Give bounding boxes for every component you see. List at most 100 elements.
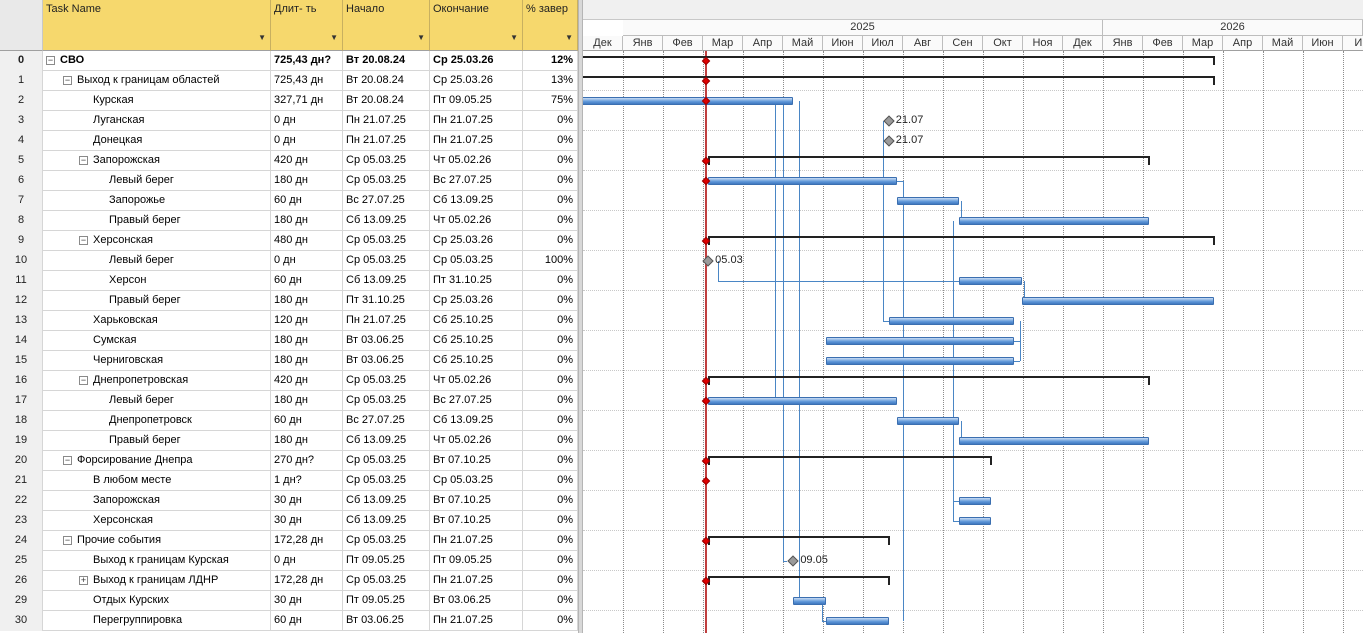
row-id[interactable]: 7 [0,191,43,211]
end-cell[interactable]: Вс 27.07.25 [430,171,523,191]
start-cell[interactable]: Сб 13.09.25 [343,271,430,291]
row-id[interactable]: 20 [0,451,43,471]
summary-bar[interactable] [708,536,890,545]
summary-bar[interactable] [708,156,1150,165]
row-id[interactable]: 21 [0,471,43,491]
collapse-icon[interactable]: − [79,154,88,165]
milestone-diamond[interactable] [787,555,799,567]
start-cell[interactable]: Пн 21.07.25 [343,131,430,151]
row-id[interactable]: 17 [0,391,43,411]
table-row[interactable]: 29 Отдых Курских 30 дн Пт 09.05.25 Вт 03.06.… [0,591,578,611]
task-name-cell[interactable]: Луганская [43,111,271,131]
task-name-cell[interactable]: Левый берег [43,391,271,411]
duration-cell[interactable]: 180 дн [271,291,343,311]
task-name-cell[interactable]: − Выход к границам областей [43,71,271,91]
start-cell[interactable]: Ср 05.03.25 [343,471,430,491]
start-cell[interactable]: Вт 03.06.25 [343,351,430,371]
end-cell[interactable]: Сб 13.09.25 [430,411,523,431]
duration-cell[interactable]: 172,28 дн [271,571,343,591]
percent-complete-cell[interactable]: 0% [523,111,578,131]
task-bar[interactable] [1021,297,1214,305]
percent-complete-cell[interactable]: 0% [523,531,578,551]
percent-complete-cell[interactable]: 0% [523,171,578,191]
task-bar[interactable] [825,337,1014,345]
duration-cell[interactable]: 60 дн [271,611,343,631]
row-id[interactable]: 1 [0,71,43,91]
task-bar[interactable] [888,317,1014,325]
end-cell[interactable]: Пт 09.05.25 [430,551,523,571]
duration-cell[interactable]: 60 дн [271,191,343,211]
percent-complete-cell[interactable]: 12% [523,51,578,71]
start-cell[interactable]: Ср 05.03.25 [343,451,430,471]
task-bar[interactable] [825,617,889,625]
percent-complete-cell[interactable]: 0% [523,391,578,411]
end-cell[interactable]: Чт 05.02.26 [430,431,523,451]
collapse-icon[interactable]: − [63,454,72,465]
row-id[interactable]: 16 [0,371,43,391]
table-row[interactable]: 14 Сумская 180 дн Вт 03.06.25 Сб 25.10.25 0% [0,331,578,351]
percent-complete-cell[interactable]: 0% [523,611,578,631]
end-cell[interactable]: Пн 21.07.25 [430,111,523,131]
start-cell[interactable]: Ср 05.03.25 [343,571,430,591]
summary-bar[interactable] [708,576,890,585]
table-row[interactable]: 13 Харьковская 120 дн Пн 21.07.25 Сб 25.10.2… [0,311,578,331]
task-bar[interactable] [959,277,1022,285]
task-name-cell[interactable]: Черниговская [43,351,271,371]
task-name-cell[interactable]: В любом месте [43,471,271,491]
summary-bar[interactable] [583,76,1215,85]
column-header-duration[interactable]: Длит- ть ▼ [271,0,343,51]
collapse-icon[interactable]: − [63,74,72,85]
task-bar[interactable] [959,217,1149,225]
end-cell[interactable]: Пн 21.07.25 [430,131,523,151]
percent-complete-cell[interactable]: 0% [523,191,578,211]
table-row[interactable]: 4 Донецкая 0 дн Пн 21.07.25 Пн 21.07.25 0% [0,131,578,151]
column-header-start[interactable]: Начало ▼ [343,0,430,51]
start-cell[interactable]: Сб 13.09.25 [343,211,430,231]
duration-cell[interactable]: 180 дн [271,331,343,351]
row-id[interactable]: 3 [0,111,43,131]
table-row[interactable]: 5− Запорожская 420 дн Ср 05.03.25 Чт 05.02.2… [0,151,578,171]
task-name-cell[interactable]: Перегруппировка [43,611,271,631]
duration-cell[interactable]: 180 дн [271,171,343,191]
task-bar[interactable] [959,497,991,505]
task-name-cell[interactable]: Херсон [43,271,271,291]
end-cell[interactable]: Пн 21.07.25 [430,531,523,551]
task-name-cell[interactable]: Левый берег [43,171,271,191]
table-row[interactable]: 18 Днепропетровск 60 дн Вс 27.07.25 Сб 13.09… [0,411,578,431]
task-name-cell[interactable]: Правый берег [43,291,271,311]
task-bar[interactable] [793,597,826,605]
start-cell[interactable]: Пт 09.05.25 [343,551,430,571]
task-bar[interactable] [959,517,991,525]
table-row[interactable]: 24− Прочие события 172,28 дн Ср 05.03.25 Пн … [0,531,578,551]
column-header-percent[interactable]: % завер ▼ [523,0,578,51]
percent-complete-cell[interactable]: 0% [523,151,578,171]
start-cell[interactable]: Ср 05.03.25 [343,391,430,411]
task-name-cell[interactable]: Запорожская [43,491,271,511]
table-row[interactable]: 23 Херсонская 30 дн Сб 13.09.25 Вт 07.10.25 0… [0,511,578,531]
filter-dropdown-icon[interactable]: ▼ [565,33,573,42]
task-name-cell[interactable]: − Форсирование Днепра [43,451,271,471]
start-cell[interactable]: Сб 13.09.25 [343,511,430,531]
end-cell[interactable]: Вт 07.10.25 [430,451,523,471]
percent-complete-cell[interactable]: 0% [523,491,578,511]
end-cell[interactable]: Вт 07.10.25 [430,511,523,531]
end-cell[interactable]: Ср 05.03.25 [430,471,523,491]
row-id[interactable]: 14 [0,331,43,351]
task-name-cell[interactable]: Курская [43,91,271,111]
milestone-diamond[interactable] [883,135,895,147]
end-cell[interactable]: Вс 27.07.25 [430,391,523,411]
collapse-icon[interactable]: − [46,54,55,65]
duration-cell[interactable]: 180 дн [271,351,343,371]
duration-cell[interactable]: 0 дн [271,251,343,271]
milestone-diamond[interactable] [883,115,895,127]
table-row[interactable]: 21 В любом месте 1 дн? Ср 05.03.25 Ср 05.03.… [0,471,578,491]
end-cell[interactable]: Сб 25.10.25 [430,351,523,371]
duration-cell[interactable]: 270 дн? [271,451,343,471]
row-id[interactable]: 4 [0,131,43,151]
table-row[interactable]: 7 Запорожье 60 дн Вс 27.07.25 Сб 13.09.25 0% [0,191,578,211]
start-cell[interactable]: Вт 20.08.24 [343,71,430,91]
end-cell[interactable]: Пн 21.07.25 [430,611,523,631]
row-id[interactable]: 10 [0,251,43,271]
start-cell[interactable]: Вт 03.06.25 [343,611,430,631]
duration-cell[interactable]: 327,71 дн [271,91,343,111]
